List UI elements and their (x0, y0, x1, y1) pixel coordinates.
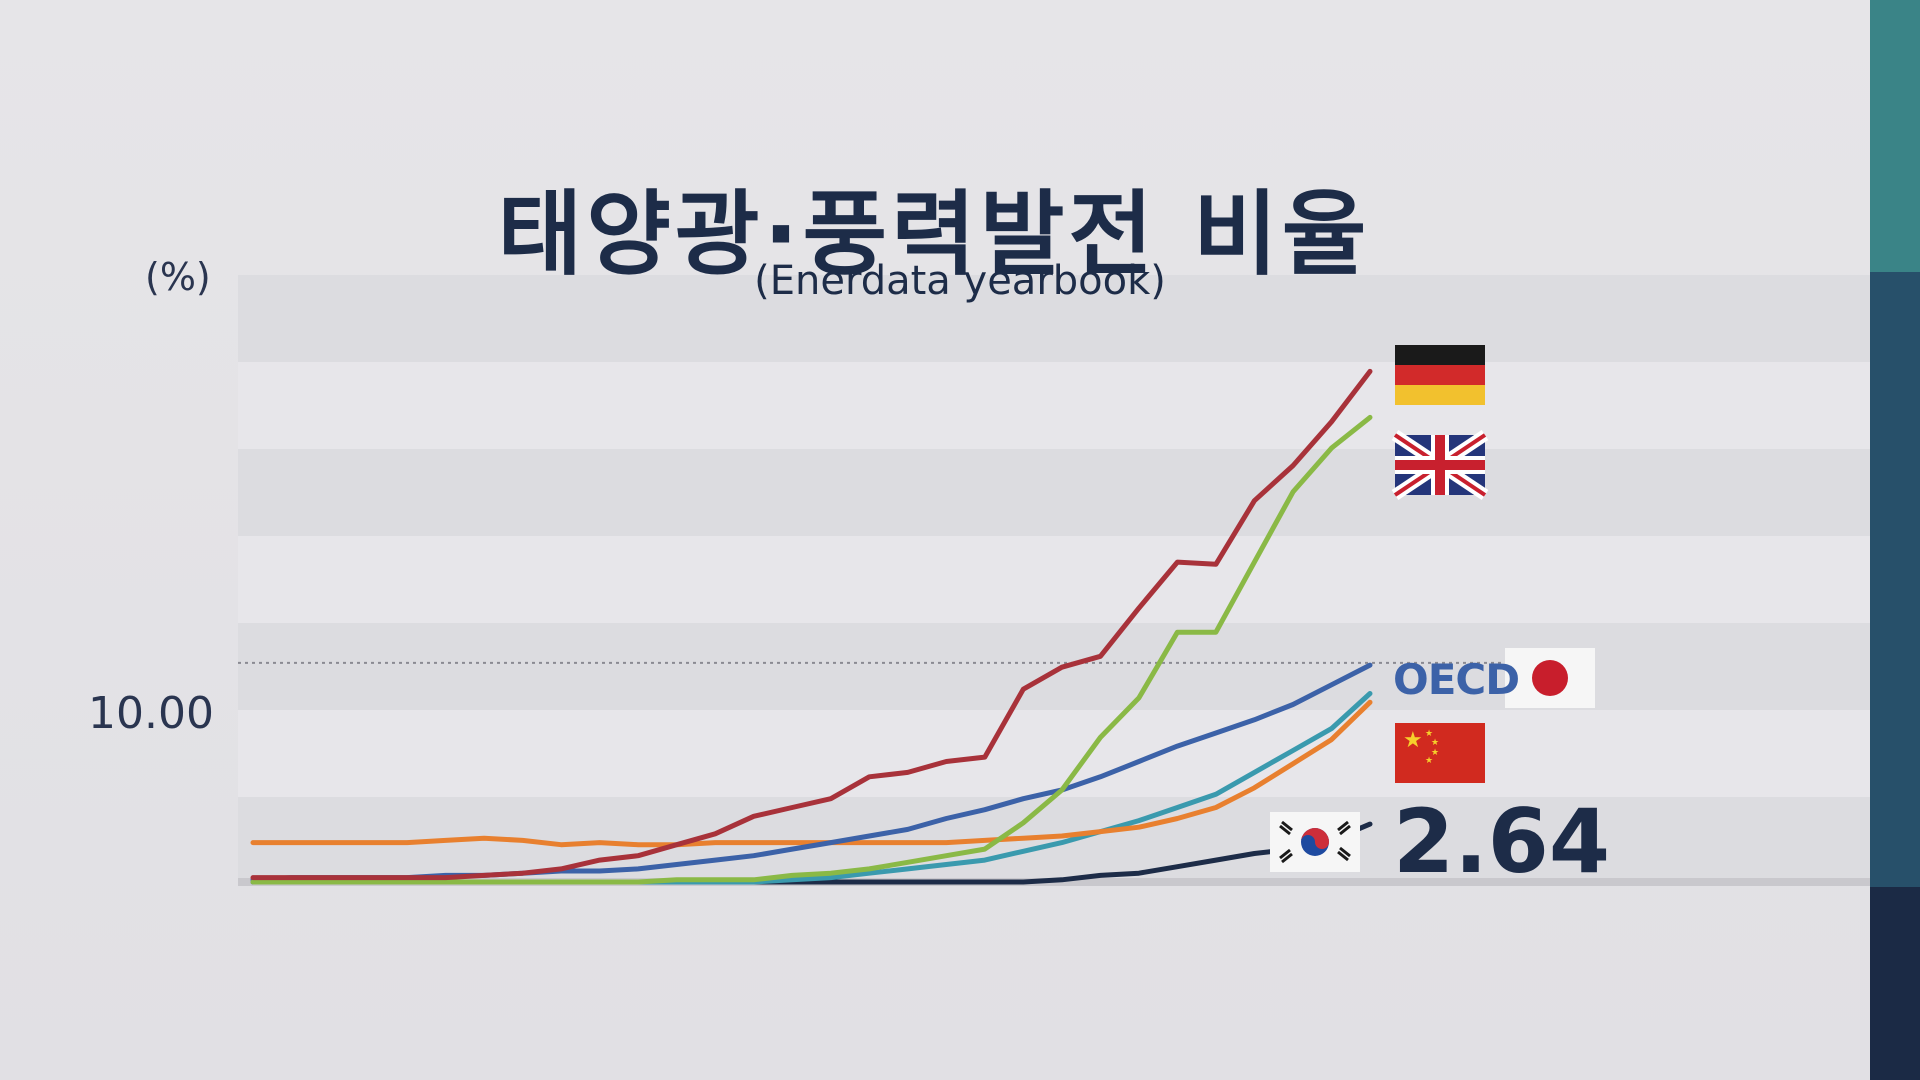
series-line-japan (250, 699, 1373, 848)
chart-subtitle: (Enerdata yearbook) (754, 258, 1166, 304)
series-line-united-kingdom (250, 414, 1373, 885)
korea-flag-icon (1270, 812, 1360, 872)
grid-band (238, 275, 1870, 362)
side-bar-top (1870, 0, 1920, 272)
grid-band (238, 623, 1870, 710)
grid-band (238, 710, 1870, 797)
series-lines (250, 368, 1373, 885)
line-chart: ★ ★ ★ ★ ★ (238, 275, 1870, 886)
svg-text:★: ★ (1425, 729, 1433, 739)
svg-text:★: ★ (1425, 756, 1433, 766)
grid-band (238, 362, 1870, 449)
side-bar-middle (1870, 272, 1920, 887)
chart-title: 태양광·풍력발전 비율 (497, 181, 1371, 288)
y-axis-unit-label: (%) (145, 255, 211, 299)
germany-flag-icon (1395, 345, 1485, 405)
svg-text:★: ★ (1431, 748, 1439, 758)
svg-text:★: ★ (1403, 728, 1423, 753)
china-flag-icon: ★ ★ ★ ★ ★ (1395, 723, 1485, 783)
grid-band (238, 449, 1870, 536)
y-tick-label: 10.00 (88, 688, 214, 739)
side-bar-bottom (1870, 887, 1920, 1080)
japan-flag-icon (1505, 648, 1595, 708)
oecd-series-label: OECD (1393, 655, 1520, 704)
grid-band (238, 536, 1870, 623)
korea-end-value-label: 2.64 (1393, 790, 1611, 893)
grid-bands (238, 275, 1870, 886)
uk-flag-icon (1391, 430, 1489, 500)
series-line-germany (250, 368, 1373, 881)
svg-text:★: ★ (1431, 738, 1439, 748)
